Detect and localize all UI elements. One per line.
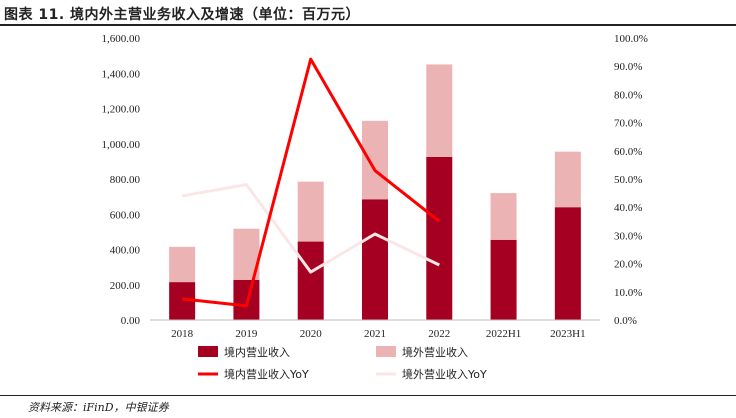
left-axis-ticks: 0.00 200.00 400.00 600.00 800.00 1,000.00 1,20…: [102, 33, 141, 327]
legend-swatch-overseas: [376, 346, 396, 357]
x-tick-label: 2023H1: [550, 328, 585, 340]
bar-overseas-2018: [169, 246, 196, 283]
y-tick-label: 600.00: [110, 209, 141, 221]
y-tick-label: 1,400.00: [102, 68, 141, 80]
y-tick-label: 1,200.00: [102, 104, 141, 116]
source-note: 资料来源：iFinD，中银证券: [28, 401, 169, 414]
bar-overseas-2023H1: [554, 151, 581, 208]
x-tick-label: 2020: [300, 328, 323, 340]
y2-tick-label: 80.0%: [614, 89, 642, 101]
y-tick-label: 1,600.00: [102, 33, 141, 45]
x-tick-label: 2021: [364, 328, 386, 340]
bottom-rule: [0, 395, 736, 396]
x-axis-ticks: 2018 2019 2020 2021 2022 2022H1 2023H1: [171, 328, 585, 340]
y-tick-label: 200.00: [110, 280, 141, 292]
y2-tick-label: 40.0%: [614, 202, 642, 214]
y2-tick-label: 60.0%: [614, 146, 642, 158]
legend-swatch-domestic: [198, 346, 218, 357]
bar-domestic-2022: [426, 156, 453, 320]
x-tick-label: 2019: [235, 328, 258, 340]
y-tick-label: 1,000.00: [102, 139, 141, 151]
x-tick-label: 2022: [428, 328, 450, 340]
bar-domestic-2021: [362, 199, 388, 320]
right-axis-ticks: 0.0% 10.0% 20.0% 30.0% 40.0% 50.0% 60.0% 70.0% 8…: [614, 33, 648, 327]
y2-tick-label: 30.0%: [614, 230, 642, 242]
y-tick-label: 400.00: [110, 245, 141, 257]
bar-domestic-2022H1: [490, 239, 517, 320]
line-domestic-yoy: [181, 57, 441, 308]
legend: 境内营业收入 境外营业收入 境内营业收入YoY 境外营业收入YoY: [198, 345, 487, 381]
bar-domestic-2023H1: [554, 207, 581, 320]
x-tick-label: 2018: [171, 328, 194, 340]
bar-overseas-2021: [362, 120, 388, 200]
y2-tick-label: 90.0%: [614, 61, 642, 73]
y-tick-label: 0.00: [121, 315, 141, 327]
legend-label-domestic: 境内营业收入: [224, 345, 290, 359]
line-group: [181, 57, 441, 308]
y-tick-label: 800.00: [110, 174, 141, 186]
bar-overseas-2022: [426, 64, 453, 157]
bar-domestic-2020: [297, 241, 324, 320]
line-overseas-yoy: [181, 183, 440, 274]
top-rule: [0, 24, 736, 26]
bar-group: [169, 64, 581, 320]
y2-tick-label: 10.0%: [614, 287, 642, 299]
bar-overseas-2020: [297, 181, 324, 242]
y2-tick-label: 0.0%: [614, 315, 637, 327]
y2-tick-label: 20.0%: [614, 259, 642, 271]
x-tick-label: 2022H1: [486, 328, 521, 340]
y2-tick-label: 70.0%: [614, 118, 642, 130]
y2-tick-label: 50.0%: [614, 174, 642, 186]
bar-domestic-2019: [233, 279, 260, 320]
bar-overseas-2022H1: [490, 193, 517, 240]
legend-label-domestic-yoy: 境内营业收入YoY: [224, 367, 309, 381]
legend-label-overseas-yoy: 境外营业收入YoY: [402, 367, 487, 381]
chart-title: 图表 11. 境内外主营业务收入及增速（单位：百万元）: [4, 7, 361, 23]
y2-tick-label: 100.0%: [614, 33, 648, 45]
legend-label-overseas: 境外营业收入: [402, 345, 468, 359]
